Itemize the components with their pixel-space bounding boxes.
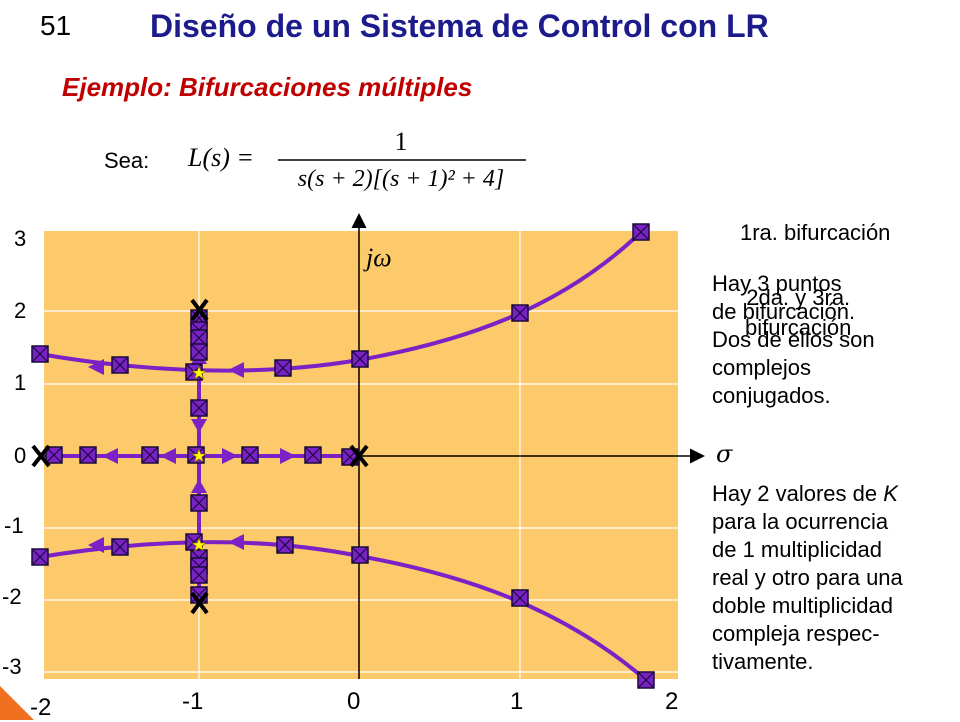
locus-marker (274, 359, 292, 377)
pole-mark-icon (190, 591, 209, 615)
sea-label: Sea: (104, 148, 150, 173)
y-tick-3: 3 (14, 226, 27, 251)
locus-marker (31, 548, 49, 566)
real-axis-label: σ (716, 440, 733, 468)
arrow-icon (88, 359, 104, 375)
locus-marker (632, 223, 650, 241)
locus-marker (111, 538, 129, 556)
slide-number: 51 (40, 10, 72, 41)
arrow-icon (228, 534, 244, 550)
y-tick-1: 1 (14, 370, 27, 395)
locus-marker (190, 329, 208, 347)
locus-marker (637, 671, 655, 689)
y-tick-neg2: -2 (2, 584, 22, 609)
locus-marker (190, 566, 208, 584)
pole-marks (31, 298, 369, 615)
arrow-icon (191, 479, 207, 493)
formula-lhs: L(s) = (187, 143, 254, 172)
first-bifurcation-label: 1ra. bifurcación (740, 220, 891, 245)
locus-marker (111, 356, 129, 374)
breakaway-points-note: Hay 3 puntos de bifurcación. Dos de ello… (712, 271, 875, 408)
y-tick-neg1: -1 (4, 513, 24, 538)
locus-marker (511, 304, 529, 322)
breakaway-stars (191, 365, 207, 552)
locus-marker (79, 446, 97, 464)
arrow-icon (228, 362, 244, 378)
star-icon (191, 365, 207, 380)
gain-values-note: Hay 2 valores de K para la ocurrencia de… (712, 481, 903, 674)
arrow-icon (102, 448, 118, 464)
x-tick-neg1: -1 (182, 688, 204, 715)
locus-marker (45, 446, 63, 464)
formula-denominator: s(s + 2)[(s + 1)² + 4] (298, 166, 504, 192)
y-tick-neg3: -3 (2, 654, 22, 679)
locus-marker (351, 350, 369, 368)
locus-marker (511, 589, 529, 607)
arrow-icon (191, 419, 207, 433)
arrow-icon (160, 448, 176, 464)
locus-marker (241, 446, 259, 464)
formula-numerator: 1 (395, 127, 408, 156)
locus-marker (190, 399, 208, 417)
arrow-icon (222, 448, 238, 464)
locus-marker (304, 446, 322, 464)
locus-marker (190, 343, 208, 361)
x-tick-neg2: -2 (30, 694, 52, 721)
locus-marker (190, 494, 208, 512)
slide-subtitle: Ejemplo: Bifurcaciones múltiples (62, 72, 473, 102)
transfer-function-formula: L(s) = 1 s(s + 2)[(s + 1)² + 4] (187, 127, 526, 192)
star-icon (191, 537, 207, 552)
y-tick-2: 2 (14, 298, 27, 323)
arrow-icon (280, 448, 296, 464)
y-tick-0: 0 (14, 443, 27, 468)
locus-marker (31, 345, 49, 363)
arrow-icon (88, 537, 104, 553)
second-third-bifurcation-label: 2da. y 3ra. bifurcación (745, 285, 852, 340)
locus-marker (276, 536, 294, 554)
slide-title: Diseño de un Sistema de Control con LR (150, 8, 769, 44)
x-tick-0: 0 (347, 688, 361, 715)
imaginary-axis-label: jω (363, 243, 392, 272)
locus-marker (351, 546, 369, 564)
corner-decoration (0, 686, 34, 720)
star-icon (191, 448, 207, 463)
x-tick-1: 1 (510, 688, 524, 715)
pole-mark-icon (31, 444, 51, 468)
pole-mark-icon (190, 298, 209, 322)
pole-mark-icon (349, 444, 369, 468)
x-tick-2: 2 (665, 688, 679, 715)
locus-marker (141, 446, 159, 464)
